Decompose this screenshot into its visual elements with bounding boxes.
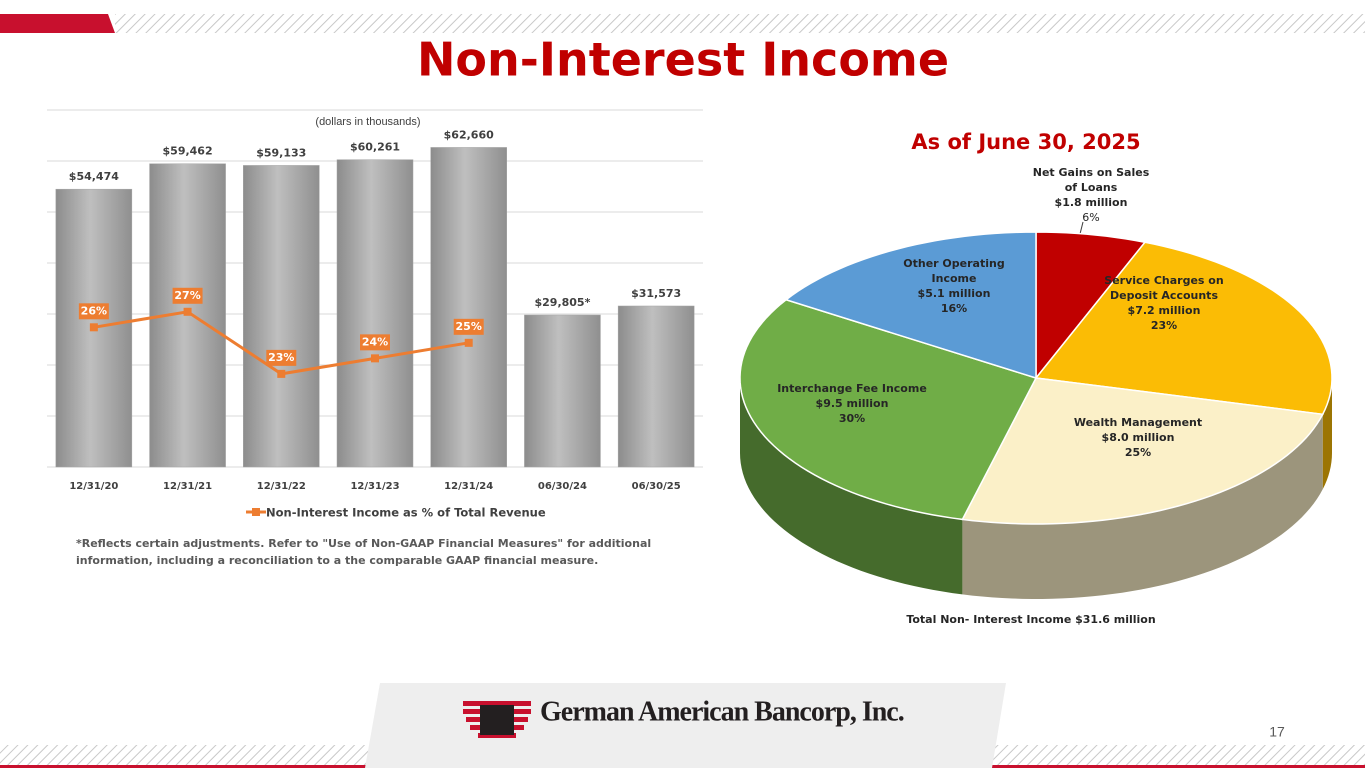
- x-tick-label: 12/31/24: [444, 481, 493, 492]
- pie-label: Wealth Management $8.0 million 25%: [1053, 415, 1223, 460]
- bar-value-label: $54,474: [69, 170, 119, 183]
- slice: [739, 298, 1038, 521]
- pie-label: Interchange Fee Income $9.5 million 30%: [767, 381, 937, 426]
- label-box: [266, 349, 297, 366]
- logo-icon: [463, 701, 531, 738]
- slice: [784, 231, 1037, 380]
- slide-title: Non-Interest Income: [417, 33, 949, 87]
- legend-label: Non-Interest Income as % of Total Revenu…: [266, 506, 546, 520]
- pie-label-name: Interchange Fee Income: [777, 382, 927, 395]
- pie-label-percent: 6%: [1082, 211, 1100, 224]
- bar-value-label: $60,261: [350, 141, 400, 154]
- pie-label-percent: 16%: [940, 302, 968, 315]
- x-tick-label: 06/30/25: [632, 481, 681, 492]
- line-marker: [89, 323, 98, 332]
- pie-label-name: Service Charges on Deposit Accounts: [1104, 274, 1224, 302]
- bar-value-label: $29,805*: [534, 296, 590, 309]
- label-box: [78, 303, 109, 320]
- x-tick-label: 12/31/23: [350, 481, 399, 492]
- slice-side: [740, 378, 963, 595]
- label-box: [360, 334, 390, 351]
- line-marker: [183, 307, 192, 316]
- pie-label: Other Operating Income $5.1 million 16%: [879, 256, 1029, 316]
- pie-label-amount: $1.8 million: [1054, 196, 1128, 209]
- leader-line: [1079, 221, 1084, 235]
- bar: [524, 314, 601, 468]
- line-value-label: 27%: [174, 289, 200, 302]
- pie-label-amount: $9.5 million: [815, 397, 889, 410]
- pie-label-name: Other Operating Income: [903, 257, 1005, 285]
- bar: [430, 147, 507, 468]
- slice: [1034, 241, 1333, 416]
- pie-label: Net Gains on Sales of Loans $1.8 million 6…: [1026, 165, 1156, 225]
- top-accent: [0, 14, 115, 33]
- slice-side: [1322, 378, 1332, 490]
- bar-value-label: $31,573: [631, 287, 681, 300]
- slice: [961, 377, 1324, 525]
- x-tick-label: 12/31/21: [163, 481, 212, 492]
- line-value-label: 25%: [456, 320, 482, 333]
- pie-label-amount: $8.0 million: [1101, 431, 1175, 444]
- top-stripes: [115, 14, 1365, 33]
- bar-value-label: $59,462: [163, 145, 213, 158]
- pie-annotation: Total Non- Interest Income $31.6 million: [906, 613, 1155, 626]
- line-marker: [277, 369, 286, 378]
- pie-label-name: Net Gains on Sales of Loans: [1032, 166, 1150, 194]
- slice: [1035, 231, 1147, 381]
- bar-value-label: $59,133: [256, 146, 306, 159]
- pie-label-percent: 25%: [1124, 446, 1152, 459]
- bar-value-label: $62,660: [444, 128, 494, 141]
- line-value-label: 26%: [81, 304, 107, 317]
- line-value-label: 23%: [268, 351, 294, 364]
- logo-text: German American Bancorp, Inc.: [540, 696, 904, 727]
- slice-side: [962, 414, 1323, 599]
- pie-label-percent: 30%: [838, 412, 866, 425]
- pie-label-percent: 23%: [1150, 319, 1178, 332]
- bar: [336, 159, 414, 468]
- chart-subtitle: (dollars in thousands): [315, 116, 420, 128]
- bar: [243, 165, 320, 468]
- x-tick-label: 12/31/22: [257, 481, 306, 492]
- pie-label: Service Charges on Deposit Accounts $7.2 …: [1104, 273, 1224, 333]
- x-tick-label: 06/30/24: [538, 481, 587, 492]
- line-marker: [371, 354, 379, 363]
- line-marker: [464, 338, 473, 347]
- label-box: [453, 318, 484, 335]
- footnote: *Reflects certain adjustments. Refer to …: [76, 537, 652, 567]
- page-number: 17: [1269, 724, 1285, 740]
- legend-swatch-marker: [252, 508, 260, 516]
- pie-label-amount: $7.2 million: [1127, 304, 1201, 317]
- x-tick-label: 12/31/20: [69, 481, 118, 492]
- label-box: [172, 287, 203, 304]
- line-value-label: 24%: [362, 335, 388, 348]
- pie-label-name: Wealth Management: [1073, 416, 1203, 429]
- bar: [617, 305, 695, 468]
- pie-label-amount: $5.1 million: [917, 287, 991, 300]
- pie-title: As of June 30, 2025: [911, 130, 1140, 154]
